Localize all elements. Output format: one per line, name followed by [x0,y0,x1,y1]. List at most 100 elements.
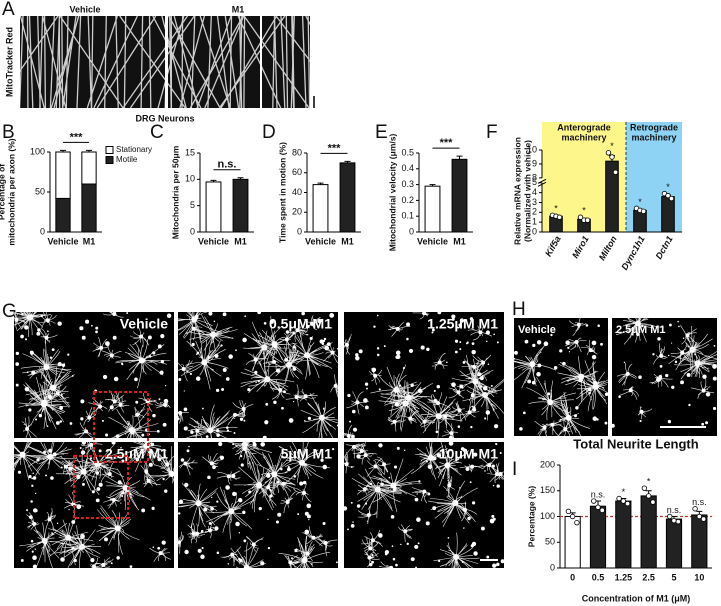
data-point [624,500,631,507]
bar [339,162,356,233]
data-point [665,192,671,199]
legend-swatch [105,146,114,154]
data-point [595,504,601,510]
data-point [609,154,615,160]
chart-title: Total Neurite Length [573,436,698,451]
kymograph [20,16,310,108]
y-tick-label: 0 [409,226,414,236]
data-point [577,214,584,220]
significance-label: *** [328,142,342,154]
y-tick-label: 0.3 [401,179,414,189]
data-point [667,513,673,520]
image-label: Vehicle [518,324,556,336]
image-label: 1.25μM M1 [427,316,498,332]
x-tick-label: Vehicle [198,236,229,246]
region-label: machinery [631,132,676,142]
y-tick-label: 0.2 [401,195,414,205]
error-bar [456,155,463,160]
panel-letter: D [262,122,276,143]
y-tick-label: 0 [532,226,537,236]
significance-label: * [647,477,651,487]
kymograph-traces [20,16,310,108]
legend-label: Stationary [116,145,152,154]
panel-letter: C [150,122,164,143]
bar [665,518,683,569]
data-point [675,518,681,525]
region-label: machinery [561,132,606,142]
data-point [696,513,703,520]
x-tick-label: 2.5 [642,572,655,582]
significance-label: * [666,182,670,192]
y-tick-label: 2 [532,207,537,217]
data-point [640,208,647,215]
y-axis-label: Mitochondrial velocity (μm/s) [387,134,397,252]
bar-segment [55,197,71,233]
y-tick-label: 40 [292,187,302,197]
x-tick-label: M1 [341,236,354,246]
data-point [556,214,563,220]
error-bar [210,179,217,182]
y-axis-label: Mitochondria per 50μm [170,145,180,239]
image-label: Vehicle [120,316,168,332]
error-bar [317,182,324,185]
region-label: Anterograde [557,122,611,132]
divider [260,16,262,108]
y-tick-label: 50 [35,186,45,196]
caption: DRG Neurons [135,113,194,123]
bar-segment [55,151,71,199]
y-tick-label: 0.1 [401,211,414,221]
y-tick-label: 8 [532,172,537,182]
significance-label: * [622,487,626,497]
y-tick-label: 50 [545,537,555,547]
error-bar [237,177,244,180]
y-tick-label: 0.4 [401,163,414,173]
neurites [344,312,504,438]
bar [661,196,675,233]
y-axis-label: (Normalized with vehicle) [522,140,532,242]
micrograph [14,312,174,438]
y-tick-label: 0 [40,226,45,236]
bar [451,158,468,233]
significance-label: n.s. [667,505,682,515]
zoom-box [93,391,149,463]
image-label: 5μM M1 [281,446,333,462]
image-label: Vehicle [69,4,100,14]
x-tick-label: M1 [83,236,96,246]
x-tick-label: M1 [234,236,247,246]
error-bar [429,184,436,187]
y-tick-label: 5 [532,177,537,187]
y-tick-label: 0.5 [401,147,414,157]
y-tick-label: 10 [185,174,195,184]
y-tick-label: 0 [190,226,195,236]
y-tick-label: 10 [527,144,537,154]
y-tick-label: 3 [532,197,537,207]
axis-break [537,178,547,187]
image-label: M1 [232,4,245,14]
image-label: 2.5μM M1 [105,446,168,462]
y-tick-label: 9 [532,158,537,168]
image-background [178,442,338,568]
data-point [591,498,597,504]
bar [232,178,249,233]
panel-letter: A [2,0,15,20]
x-tick-label: 0 [570,572,575,582]
y-tick-label: 0 [550,562,555,572]
neurites [14,312,171,438]
x-tick-label: 0.5 [592,572,605,582]
cell-bodies [344,312,499,438]
neurites [178,312,338,438]
y-tick-label: 100 [30,146,45,156]
y-axis-label: Percentage (%) [526,486,536,548]
significance-label: *** [440,137,454,149]
data-point [650,499,656,505]
x-tick-label: Vehicle [47,236,78,246]
image-label: 0.5μM M1 [269,316,332,332]
x-tick-label: Vehicle [417,236,448,246]
y-axis-label: Relative mRNA expression [512,137,522,245]
error-bar [344,160,351,163]
y-axis-label: Time spent in motion (%) [277,142,287,243]
legend-swatch [105,156,114,164]
y-tick-label: 150 [540,485,555,495]
bar-segment [81,151,97,185]
